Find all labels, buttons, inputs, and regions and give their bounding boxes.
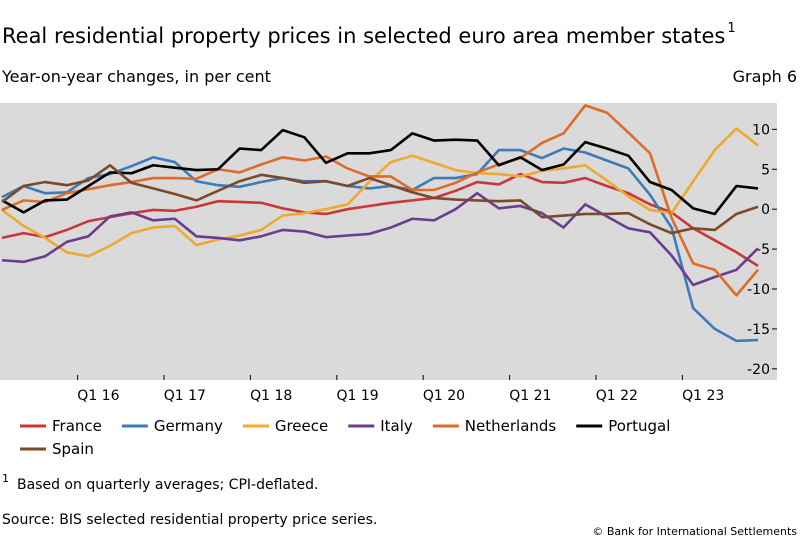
series-line <box>1 127 759 258</box>
legend-label: Italy <box>380 417 413 435</box>
series-line <box>1 104 759 297</box>
x-tick-label: Q1 22 <box>596 388 638 404</box>
copyright: © Bank for International Settlements <box>592 525 797 538</box>
subtitle: Year-on-year changes, in per cent <box>1 67 271 86</box>
graph-label: Graph 6 <box>733 67 797 86</box>
legend-label: Portugal <box>608 417 670 435</box>
x-tick-label: Q1 16 <box>77 388 119 404</box>
legend-label: Netherlands <box>465 417 557 435</box>
y-tick-label: -5 <box>756 242 770 258</box>
x-tick-label: Q1 21 <box>509 388 551 404</box>
chart-title: Real residential property prices in sele… <box>2 24 725 48</box>
series-line <box>1 191 759 287</box>
series-line <box>1 128 759 216</box>
y-tick-label: -10 <box>747 282 770 298</box>
y-tick-label: 5 <box>761 162 770 178</box>
footnote-text: Based on quarterly averages; CPI-deflate… <box>17 477 318 493</box>
y-tick-label: -20 <box>747 362 770 378</box>
source: Source: BIS selected residential propert… <box>2 512 377 528</box>
legend-label: Greece <box>275 417 328 435</box>
x-tick-label: Q1 17 <box>164 388 206 404</box>
footnote-marker: 1 <box>2 472 9 485</box>
y-tick-label: 10 <box>752 122 770 138</box>
legend-label: France <box>52 417 102 435</box>
series-line <box>1 147 759 343</box>
x-tick-label: Q1 19 <box>336 388 378 404</box>
series-line <box>1 163 759 235</box>
x-tick-label: Q1 18 <box>250 388 292 404</box>
title-note: 1 <box>727 21 735 36</box>
legend-label: Germany <box>154 417 223 435</box>
y-tick-label: 0 <box>761 202 770 218</box>
x-tick-label: Q1 20 <box>423 388 465 404</box>
legend-label: Spain <box>52 440 94 458</box>
y-tick-label: -15 <box>747 322 770 338</box>
x-tick-label: Q1 23 <box>682 388 724 404</box>
